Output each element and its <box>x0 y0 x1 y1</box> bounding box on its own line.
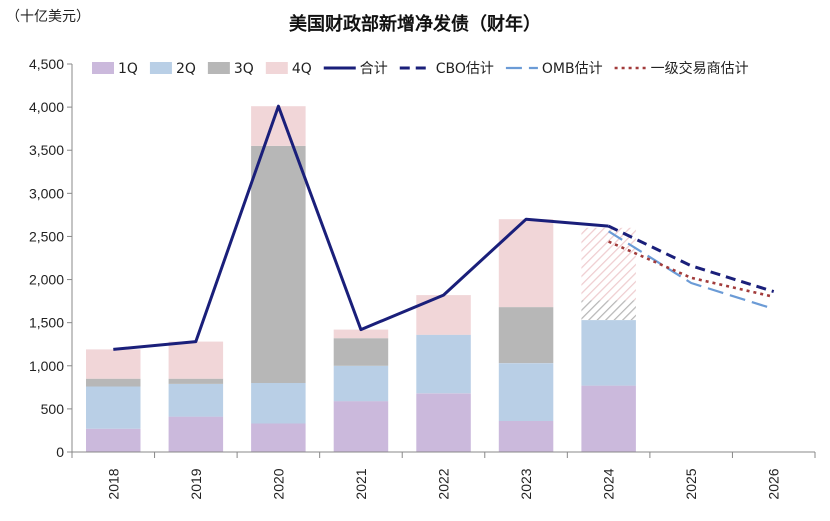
bar-2021-4Q <box>333 329 389 339</box>
line-合计 <box>113 104 609 351</box>
line-CBO估计 <box>607 224 775 294</box>
bar-2020-3Q <box>251 145 306 383</box>
x-tick-label: 2026 <box>766 468 782 499</box>
legend-swatch-2Q <box>149 62 172 74</box>
legend-label-2Q: 2Q <box>176 61 196 77</box>
y-tick-label: 4,500 <box>29 56 64 72</box>
bar-2022-1Q <box>416 393 471 452</box>
line-OMB估计 <box>608 230 775 310</box>
unit-label: （十亿美元） <box>6 9 90 25</box>
y-tick-label: 2,000 <box>29 272 64 288</box>
bar-2018-3Q <box>86 378 141 387</box>
bar-2024-1Q <box>581 385 636 452</box>
bar-2024-2Q <box>581 320 636 386</box>
x-tick-label: 2023 <box>518 468 534 499</box>
bar-2023-1Q <box>498 421 554 452</box>
legend-label-合计: 合计 <box>360 61 388 77</box>
x-tick-label: 2025 <box>683 468 699 499</box>
bar-2024-4Q <box>581 227 636 301</box>
legend-label-一级交易商估计: 一级交易商估计 <box>651 60 749 77</box>
bar-2019-1Q <box>168 416 224 452</box>
x-tick-label: 2019 <box>188 468 204 499</box>
legend: 1Q 2Q 3Q 4Q 合计 CBO估计 OMB估计 一级交易商估计 <box>92 60 749 77</box>
legend-label-1Q: 1Q <box>118 61 138 77</box>
bar-2018-2Q <box>86 386 141 429</box>
legend-swatch-3Q <box>207 62 230 74</box>
y-tick-label: 3,500 <box>29 142 64 158</box>
y-tick-label: 3,000 <box>29 185 64 201</box>
bar-2021-1Q <box>333 401 389 452</box>
bars-layer <box>86 106 636 452</box>
legend-swatch-1Q <box>92 62 114 74</box>
bar-2020-2Q <box>251 383 306 424</box>
legend-label-3Q: 3Q <box>234 61 254 77</box>
x-tick-label: 2018 <box>105 468 121 499</box>
bar-2023-4Q <box>498 219 554 308</box>
y-tick-label: 1,500 <box>29 315 64 331</box>
bar-2021-2Q <box>333 365 389 402</box>
chart-title: 美国财政部新增净发债（财年） <box>289 14 541 35</box>
bar-2019-2Q <box>168 383 224 417</box>
bar-2024-3Q <box>581 300 636 320</box>
y-tick-label: 4,000 <box>29 99 64 115</box>
legend-label-OMB估计: OMB估计 <box>542 61 603 77</box>
x-tick-label: 2022 <box>436 468 452 499</box>
bar-2018-4Q <box>86 349 141 379</box>
bar-2018-1Q <box>86 428 141 452</box>
x-tick-label: 2020 <box>270 468 286 499</box>
bar-2023-2Q <box>498 363 554 421</box>
bar-2020-1Q <box>251 423 306 452</box>
x-tick-label: 2024 <box>601 468 617 499</box>
y-tick-label: 500 <box>41 401 65 417</box>
legend-label-4Q: 4Q <box>292 61 312 77</box>
y-tick-label: 2,500 <box>29 228 64 244</box>
y-tick-label: 1,000 <box>29 358 64 374</box>
x-tick-label: 2021 <box>353 468 369 499</box>
axes-layer: 0 500 1,000 1,500 2,000 2,500 3,000 3,500 4,000 4… <box>29 56 816 500</box>
bar-2022-2Q <box>416 334 471 394</box>
lines-layer <box>113 104 775 351</box>
legend-label-CBO估计: CBO估计 <box>436 61 494 77</box>
y-tick-label: 0 <box>56 444 64 460</box>
bar-2023-3Q <box>498 307 554 364</box>
bar-2020-4Q <box>251 106 306 146</box>
line-一级交易商估计 <box>608 240 774 299</box>
bar-2019-3Q <box>168 378 224 384</box>
bar-2022-4Q <box>416 295 471 335</box>
bar-2021-3Q <box>333 338 389 366</box>
legend-swatch-4Q <box>265 62 288 74</box>
bar-2019-4Q <box>168 341 224 379</box>
